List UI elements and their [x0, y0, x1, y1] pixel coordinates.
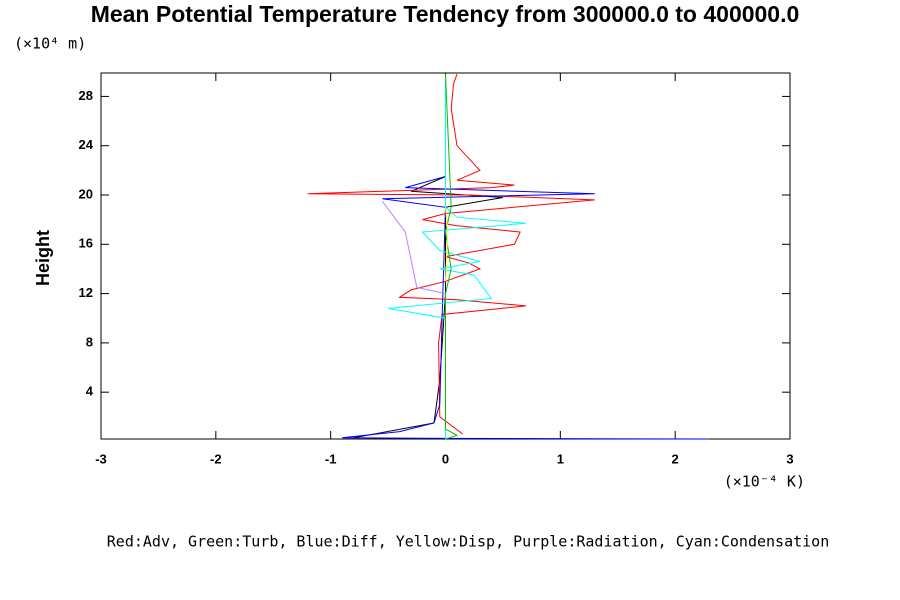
y-unit: (×10⁴ m) [14, 35, 86, 53]
x-tick-label: -2 [210, 451, 222, 466]
profile-line [353, 74, 503, 439]
profile-line [388, 74, 526, 439]
x-tick-label: -1 [325, 451, 337, 466]
chart-title: Mean Potential Temperature Tendency from… [91, 1, 800, 27]
x-tick-label: 0 [442, 451, 449, 466]
profile-line [381, 200, 446, 295]
profile-line [342, 74, 710, 440]
x-unit: (×10⁻⁴ K) [724, 473, 805, 491]
x-tick-label: 3 [786, 451, 793, 466]
y-axis-label: Height [33, 230, 53, 286]
x-tick-label: 1 [557, 451, 564, 466]
y-tick-label: 8 [86, 334, 93, 349]
y-tick-label: 20 [79, 186, 93, 201]
profile-line [307, 74, 595, 435]
y-tick-label: 16 [79, 236, 93, 251]
legend-text: Red:Adv, Green:Turb, Blue:Diff, Yellow:D… [107, 533, 829, 551]
x-tick-label: -3 [95, 451, 107, 466]
profile-line [445, 207, 449, 282]
y-tick-label: 28 [79, 88, 93, 103]
y-tick-label: 4 [86, 384, 94, 399]
x-tick-label: 2 [672, 451, 679, 466]
profile-line [444, 74, 459, 440]
y-tick-label: 24 [79, 137, 94, 152]
y-tick-label: 12 [79, 285, 93, 300]
